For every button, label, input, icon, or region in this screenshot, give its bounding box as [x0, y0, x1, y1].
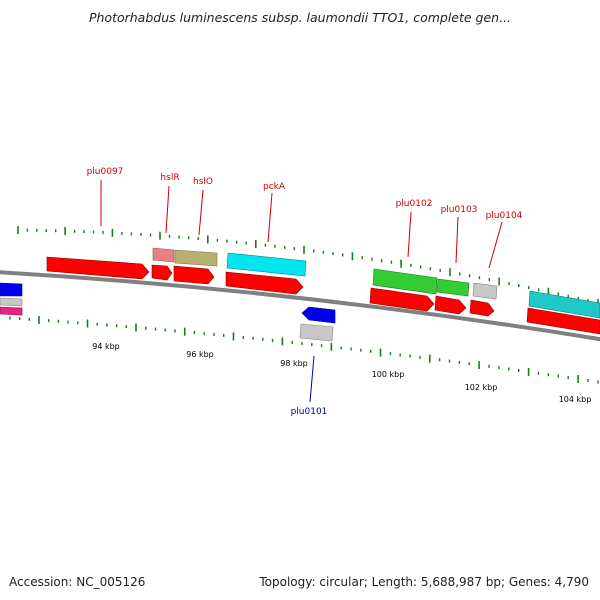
scale-label: 100 kbp — [372, 370, 405, 379]
cds-right[interactable] — [526, 307, 600, 335]
gene-label-hslO[interactable]: hslO — [193, 177, 213, 187]
scale-label: 94 kbp — [92, 342, 120, 351]
feature-plu0102[interactable] — [372, 268, 438, 295]
scale-label: 102 kbp — [465, 383, 498, 392]
feature-grey-left[interactable] — [0, 297, 23, 307]
gene-label-plu0103[interactable]: plu0103 — [441, 205, 478, 215]
feature-hslO[interactable] — [174, 249, 218, 267]
scale-label: 98 kbp — [280, 359, 308, 368]
cds-plu0101[interactable] — [301, 306, 336, 324]
gene-label-pckA[interactable]: pckA — [263, 182, 286, 192]
cds-pckA[interactable] — [225, 271, 304, 295]
outer-tick-track — [17, 226, 599, 307]
scale-label: 104 kbp — [559, 395, 592, 404]
feature-magenta-left[interactable] — [0, 306, 23, 316]
cds-plu0104[interactable] — [469, 299, 495, 317]
scale-label-layer: 94 kbp 96 kbp 98 kbp 100 kbp 102 kbp 104… — [92, 342, 591, 404]
cds-plu0097[interactable] — [46, 256, 150, 280]
feature-plu0103[interactable] — [436, 278, 470, 297]
feature-plu0101-grey[interactable] — [299, 323, 334, 342]
map-title: Photorhabdus luminescens subsp. laumondi… — [88, 10, 512, 25]
label-leaders — [100, 180, 503, 403]
feature-pckA[interactable] — [226, 252, 307, 277]
rrna-hslR[interactable] — [152, 247, 175, 263]
gene-label-plu0101[interactable]: plu0101 — [291, 407, 328, 417]
cds-hslR[interactable] — [151, 264, 173, 281]
cds-plu0102[interactable] — [369, 287, 435, 312]
cds-plu0103[interactable] — [434, 295, 467, 315]
accession-label: Accession: NC_005126 — [9, 575, 146, 589]
cds-hslO[interactable] — [173, 265, 215, 285]
scale-tick-track — [9, 316, 599, 384]
feature-plu0104[interactable] — [472, 282, 498, 300]
feature-track — [0, 247, 600, 342]
genome-summary: Topology: circular; Length: 5,688,987 bp… — [259, 575, 589, 589]
feature-teal-right[interactable] — [528, 290, 600, 319]
gene-label-plu0097[interactable]: plu0097 — [87, 167, 124, 177]
genome-backbone — [0, 270, 600, 342]
gene-label-layer: plu0097 hslR hslO pckA plu0102 plu0103 p… — [87, 167, 523, 417]
gene-label-plu0102[interactable]: plu0102 — [396, 199, 433, 209]
reverse-feature-blue[interactable] — [0, 282, 23, 297]
gene-label-plu0104[interactable]: plu0104 — [486, 211, 523, 221]
scale-label: 96 kbp — [186, 350, 214, 359]
gene-label-hslR[interactable]: hslR — [160, 173, 179, 183]
